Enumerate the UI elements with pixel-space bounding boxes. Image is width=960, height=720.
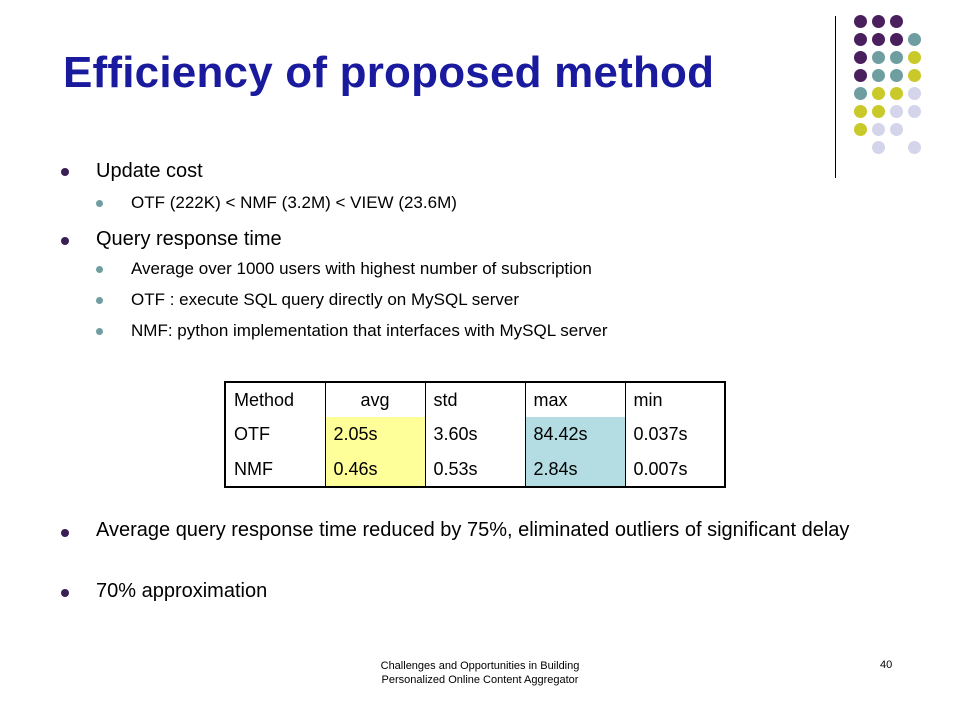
decorative-dot [854, 69, 867, 82]
decorative-dot [908, 69, 921, 82]
decorative-dot [908, 141, 921, 154]
footer: Challenges and Opportunities in Building… [300, 659, 660, 687]
decorative-dot [872, 141, 885, 154]
cell-std: 3.60s [424, 417, 525, 452]
bullet-update-cost: Update cost [96, 160, 203, 182]
sub-bullet-query-detail-3: NMF: python implementation that interfac… [131, 321, 608, 340]
sub-bullet-icon [96, 266, 103, 273]
decorative-dot [872, 105, 885, 118]
cell-min: 0.007s [624, 452, 725, 487]
decorative-dot [872, 51, 885, 64]
sub-bullet-update-cost-detail: OTF (222K) < NMF (3.2M) < VIEW (23.6M) [131, 193, 457, 212]
decorative-dot [872, 87, 885, 100]
header-std: std [424, 382, 525, 417]
decorative-dot [872, 33, 885, 46]
decorative-dot [890, 87, 903, 100]
table-row: OTF 2.05s 3.60s 84.42s 0.037s [225, 417, 725, 452]
sub-bullet-icon [96, 200, 103, 207]
decorative-dot [890, 51, 903, 64]
decorative-dot [890, 123, 903, 136]
page-number: 40 [880, 659, 893, 671]
table-row: NMF 0.46s 0.53s 2.84s 0.007s [225, 452, 725, 487]
cell-max: 84.42s [524, 417, 625, 452]
decorative-dot [854, 87, 867, 100]
cell-avg: 2.05s [324, 417, 425, 452]
cell-method: OTF [234, 424, 270, 444]
table-header-row: Method avg std max min [225, 382, 725, 417]
cell-method: NMF [234, 458, 273, 479]
bullet-conclusion-1: Average query response time reduced by 7… [96, 519, 850, 541]
decorative-dot [872, 123, 885, 136]
header-avg: avg [324, 382, 425, 417]
decorative-dot [890, 15, 903, 28]
sub-bullet-query-detail-1: Average over 1000 users with highest num… [131, 259, 592, 278]
decorative-dot [890, 33, 903, 46]
header-method: Method [234, 389, 295, 410]
bullet-icon [61, 168, 69, 176]
decorative-dot [854, 105, 867, 118]
slide-title: Efficiency of proposed method [63, 48, 715, 97]
bullet-conclusion-2: 70% approximation [96, 580, 268, 602]
decorative-dot [872, 15, 885, 28]
footer-line-2: Personalized Online Content Aggregator [381, 674, 579, 686]
divider-line [835, 16, 836, 178]
decorative-dot [854, 51, 867, 64]
decorative-dot [908, 51, 921, 64]
header-max: max [524, 382, 625, 417]
bullet-icon [61, 237, 69, 245]
decorative-dot [890, 69, 903, 82]
header-min: min [624, 382, 725, 417]
cell-std: 0.53s [424, 452, 525, 487]
decorative-dot [908, 33, 921, 46]
sub-bullet-icon [96, 297, 103, 304]
decorative-dot [872, 69, 885, 82]
decorative-dot [890, 105, 903, 118]
sub-bullet-icon [96, 328, 103, 335]
decorative-dot [908, 87, 921, 100]
decorative-dot [854, 15, 867, 28]
decorative-dot [854, 33, 867, 46]
results-table: Method avg std max min OTF 2.05s 3.60s 8… [224, 381, 726, 488]
bullet-icon [61, 529, 69, 537]
decorative-dot [908, 105, 921, 118]
cell-avg: 0.46s [324, 452, 425, 487]
sub-bullet-query-detail-2: OTF : execute SQL query directly on MySQ… [131, 290, 519, 309]
bullet-icon [61, 589, 69, 597]
cell-min: 0.037s [624, 417, 725, 452]
cell-max: 2.84s [524, 452, 625, 487]
footer-line-1: Challenges and Opportunities in Building [380, 660, 580, 672]
decorative-dot [854, 123, 867, 136]
decorative-dot-grid [820, 10, 960, 185]
bullet-query-response: Query response time [96, 228, 282, 250]
